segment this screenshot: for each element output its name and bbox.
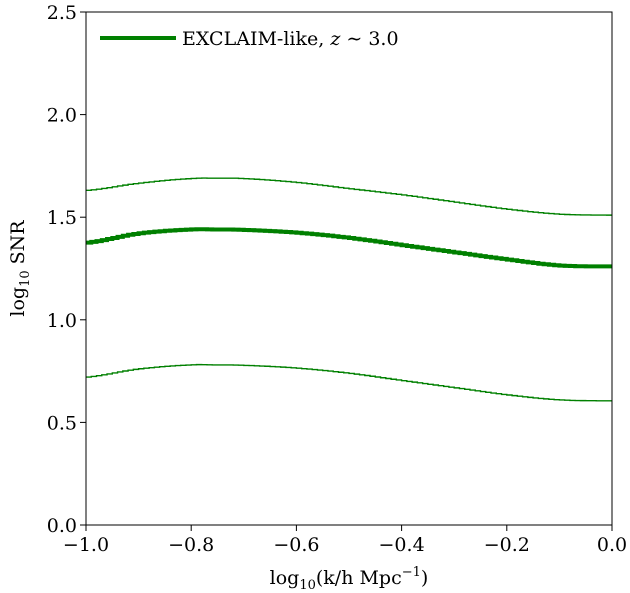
y-tick-label: 0.5	[47, 412, 77, 434]
legend-label-suffix: ∼ 3.0	[340, 28, 398, 50]
series-line-central	[86, 227, 612, 269]
y-axis-label-log: log	[7, 287, 29, 317]
y-axis-label-sub: 10	[18, 270, 33, 287]
x-tick-label: −1.0	[63, 534, 109, 556]
legend: EXCLAIM-like, z ∼ 3.0	[100, 28, 399, 50]
x-axis-label-log: log	[270, 567, 300, 589]
legend-label-text: EXCLAIM-like,	[182, 28, 330, 50]
x-axis-label-sup: −1	[402, 565, 421, 580]
x-tick-label: −0.8	[168, 534, 214, 556]
y-axis-label-body: SNR	[7, 220, 29, 271]
series-line-upper	[86, 177, 612, 216]
y-axis-label: log10 SNR	[7, 220, 33, 317]
x-tick-label: −0.2	[484, 534, 530, 556]
y-tick-label: 2.5	[47, 2, 77, 24]
series-layer	[86, 177, 612, 402]
y-tick-label: 0.0	[47, 515, 77, 537]
x-axis-label-sub: 10	[299, 578, 316, 593]
x-axis-label-suffix: )	[421, 567, 428, 589]
legend-label-math: z	[329, 28, 341, 50]
plot-frame	[85, 11, 613, 526]
tick-layer: −1.0 −0.8 −0.6 −0.4 −0.2 0.0 0.0 0.5 1.0 1.5 2.0 2.…	[47, 2, 627, 556]
x-axis-label-body: (k/h Mpc	[316, 567, 402, 589]
x-axis-label: log10(k/h Mpc−1)	[270, 565, 429, 593]
x-tick-label: 0.0	[597, 534, 627, 556]
y-tick-label: 1.5	[47, 207, 77, 229]
x-tick-label: −0.6	[273, 534, 319, 556]
legend-label: EXCLAIM-like, z ∼ 3.0	[182, 28, 399, 50]
y-tick-label: 1.0	[47, 310, 77, 332]
x-tick-label: −0.4	[379, 534, 425, 556]
series-line-lower	[86, 363, 612, 402]
y-tick-label: 2.0	[47, 105, 77, 127]
